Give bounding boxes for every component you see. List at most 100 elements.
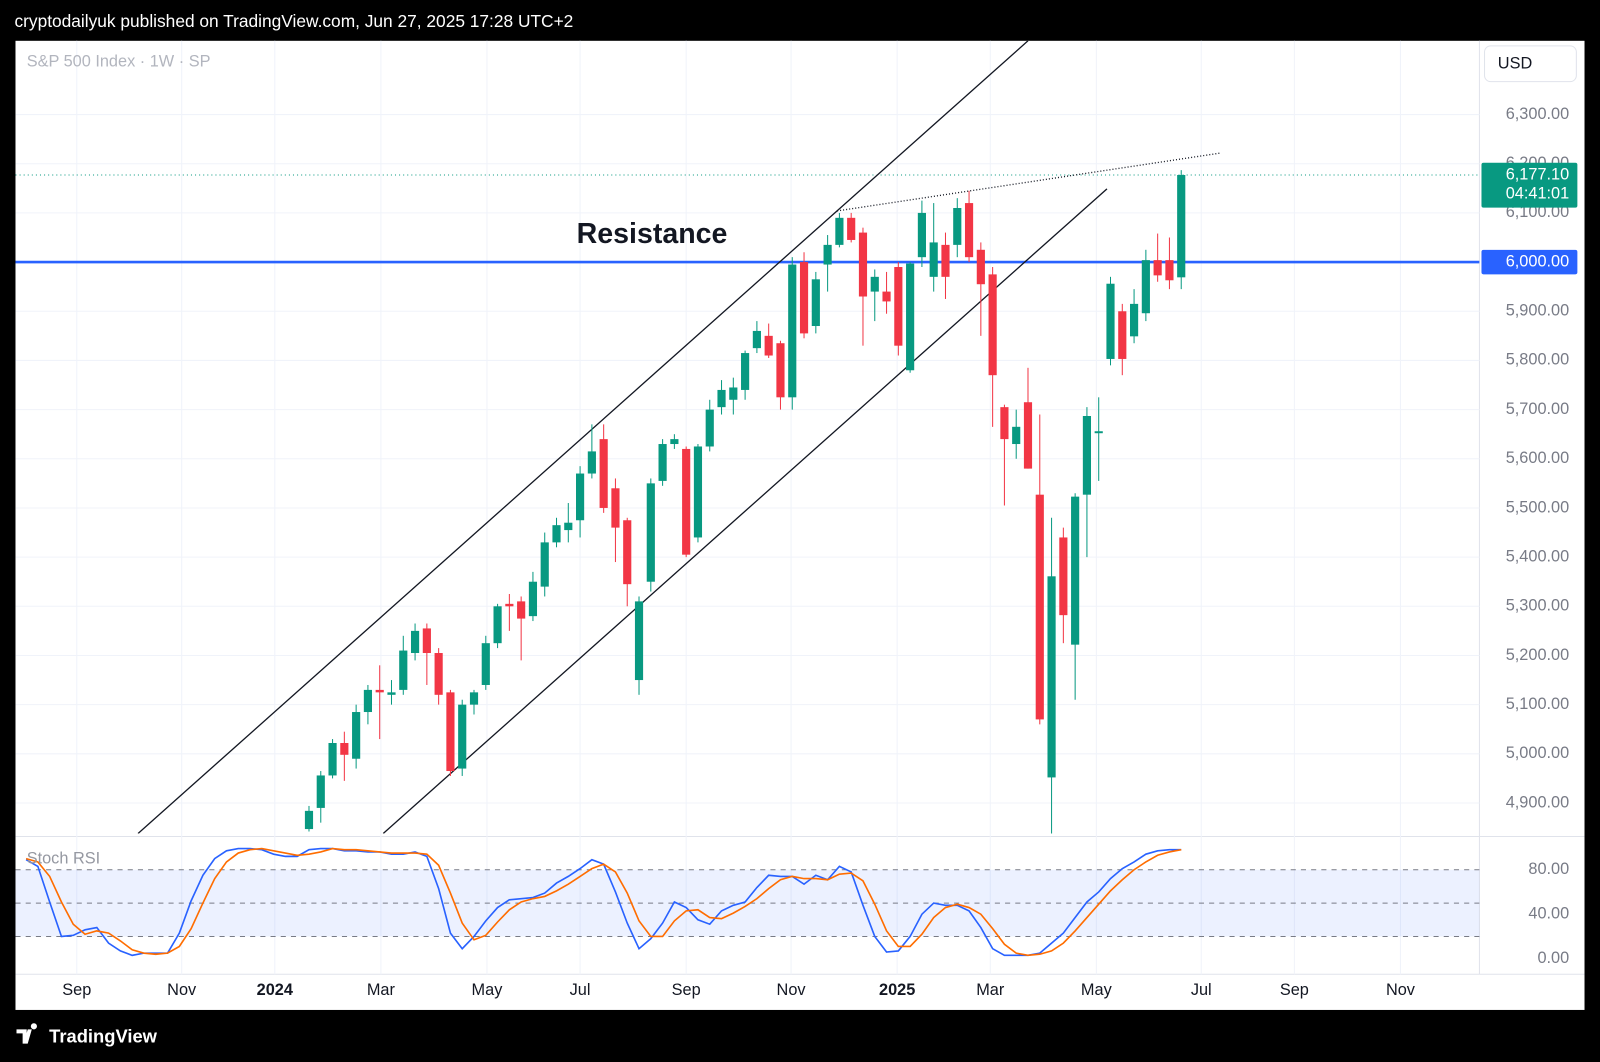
brand-logo: [16, 1023, 37, 1044]
y-tick-label: 80.00: [1528, 860, 1569, 878]
candle-body: [693, 446, 703, 538]
candle-body: [304, 810, 314, 830]
currency-label[interactable]: USD: [1498, 55, 1532, 73]
y-tick-label: 40.00: [1528, 905, 1569, 923]
y-tick-label: 4,900.00: [1506, 793, 1570, 811]
plot-clip: [15, 40, 1480, 834]
candle-body: [1129, 303, 1139, 337]
candle-body: [363, 689, 372, 713]
candle-body: [375, 689, 384, 693]
candle-body: [776, 343, 785, 398]
last-price-label: 6,177.10: [1506, 165, 1570, 183]
candle-body: [328, 743, 337, 776]
candle-body: [646, 483, 655, 582]
candle-body: [493, 606, 502, 644]
candle-body: [446, 692, 455, 772]
y-tick-label: 0.00: [1537, 949, 1569, 967]
x-tick-label: Sep: [672, 981, 701, 999]
candle-body: [422, 628, 431, 654]
candle-body: [717, 389, 726, 408]
candle-body: [517, 601, 526, 619]
candle-body: [976, 249, 985, 285]
candle-body: [528, 581, 538, 617]
main-pane: Resistance: [15, 40, 1480, 834]
candle-body: [941, 244, 950, 277]
stoch-line: [25, 847, 1182, 957]
candle-body: [505, 603, 514, 607]
candle-body: [811, 279, 820, 327]
candle-body: [611, 488, 620, 528]
plot-clip: [15, 847, 1480, 957]
y-tick-label: 5,600.00: [1506, 449, 1570, 467]
candle-body: [1141, 260, 1150, 314]
candle-body: [929, 242, 938, 277]
x-tick-label: May: [1081, 981, 1113, 999]
candle-body: [1094, 431, 1103, 434]
bar-countdown: 04:41:01: [1506, 185, 1570, 203]
candle-body: [552, 525, 561, 543]
y-tick-label: 5,800.00: [1506, 351, 1570, 369]
candle-body: [670, 439, 679, 445]
resistance-annotation: Resistance: [577, 218, 728, 250]
x-tick-label: Nov: [777, 981, 807, 999]
last-price-tag: [1481, 162, 1578, 208]
candle-body: [823, 244, 832, 265]
candle-body: [1177, 175, 1186, 278]
x-tick-label: Sep: [62, 981, 91, 999]
candle-body: [1012, 426, 1021, 445]
candle-body: [1000, 407, 1009, 440]
candle-body: [387, 692, 396, 695]
trendline: [382, 188, 1108, 834]
trendline: [137, 40, 1029, 834]
candle-body: [599, 439, 608, 508]
candle-body: [858, 232, 868, 297]
candle-body: [882, 291, 891, 302]
candle-body: [469, 692, 479, 705]
x-tick-label: Mar: [367, 981, 396, 999]
candle-body: [1071, 496, 1080, 645]
candle-body: [634, 601, 644, 681]
candle-body: [729, 387, 738, 400]
candle-body: [988, 274, 997, 376]
candle-body: [623, 520, 632, 585]
candle-body: [847, 217, 856, 240]
candle-body: [682, 448, 691, 555]
candle-body: [917, 212, 926, 258]
candle-body: [1035, 494, 1044, 720]
candle-body: [410, 630, 420, 654]
footer: [0, 1009, 1600, 1062]
stoch-pane: [15, 847, 1480, 957]
candle-body: [894, 267, 903, 346]
candle-body: [316, 775, 325, 808]
candle-body: [564, 522, 573, 531]
candle-body: [1153, 260, 1162, 276]
candle-body: [764, 335, 773, 356]
symbol-legend: S&P 500 Index · 1W · SP: [27, 53, 211, 71]
x-tick-label: Nov: [167, 981, 197, 999]
brand-name: TradingView: [49, 1025, 158, 1046]
chart-area: [15, 40, 1585, 1010]
candle-body: [1059, 537, 1068, 616]
y-tick-label: 5,700.00: [1506, 400, 1570, 418]
candle-body: [1106, 283, 1115, 359]
y-tick-label: 5,900.00: [1506, 302, 1570, 320]
candle-body: [1047, 576, 1056, 778]
x-tick-label: Jul: [1191, 981, 1212, 999]
indicator-legend: Stoch RSI: [27, 849, 100, 867]
currency-button[interactable]: [1484, 45, 1577, 83]
candle-body: [799, 262, 809, 334]
candle-body: [458, 704, 467, 769]
candle-body: [964, 203, 974, 258]
x-tick-label: Sep: [1280, 981, 1309, 999]
candle-body: [741, 353, 750, 390]
candle-body: [1023, 402, 1033, 469]
y-tick-label: 5,500.00: [1506, 498, 1570, 516]
x-tick-label: May: [472, 981, 504, 999]
candle-body: [1082, 415, 1092, 495]
resistance-price-label: 6,000.00: [1506, 252, 1570, 270]
candle-body: [658, 444, 667, 481]
candle-body: [1165, 260, 1174, 281]
candle-body: [788, 264, 797, 398]
